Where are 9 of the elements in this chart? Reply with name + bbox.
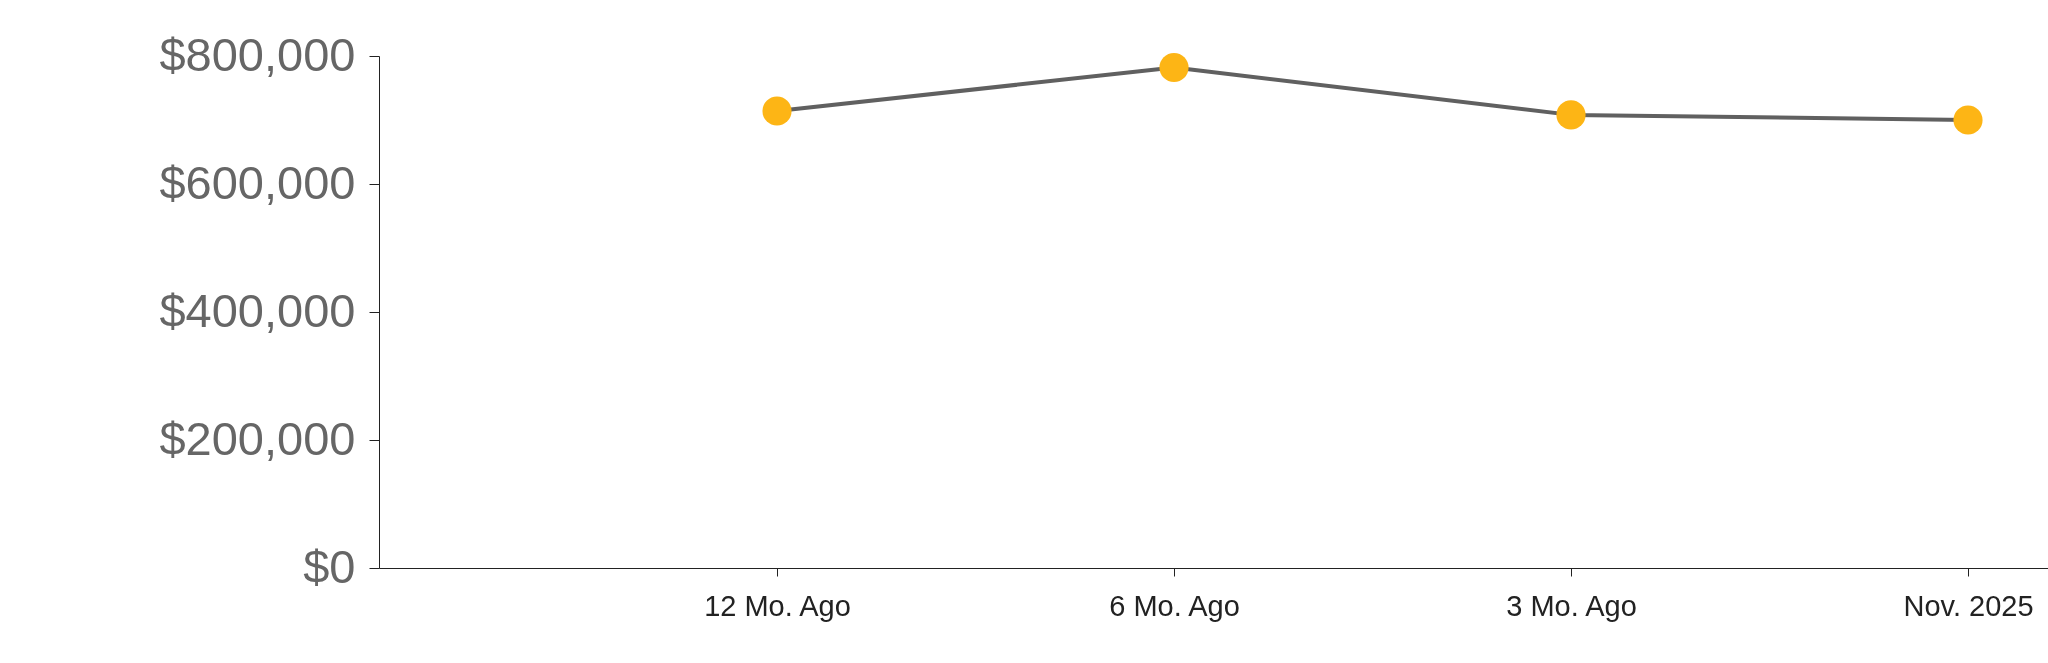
x-tick-label: Nov. 2025 xyxy=(1903,589,2034,622)
y-tick-label: $400,000 xyxy=(159,283,356,337)
y-tick-label: $600,000 xyxy=(159,155,356,209)
y-tick-label: $0 xyxy=(303,539,356,593)
y-tick-label: $200,000 xyxy=(159,411,356,465)
x-tick-label: 3 Mo. Ago xyxy=(1506,589,1637,622)
x-tick-label: 12 Mo. Ago xyxy=(704,589,851,622)
y-tick-label: $800,000 xyxy=(159,27,356,81)
x-tick-label: 6 Mo. Ago xyxy=(1109,589,1240,622)
